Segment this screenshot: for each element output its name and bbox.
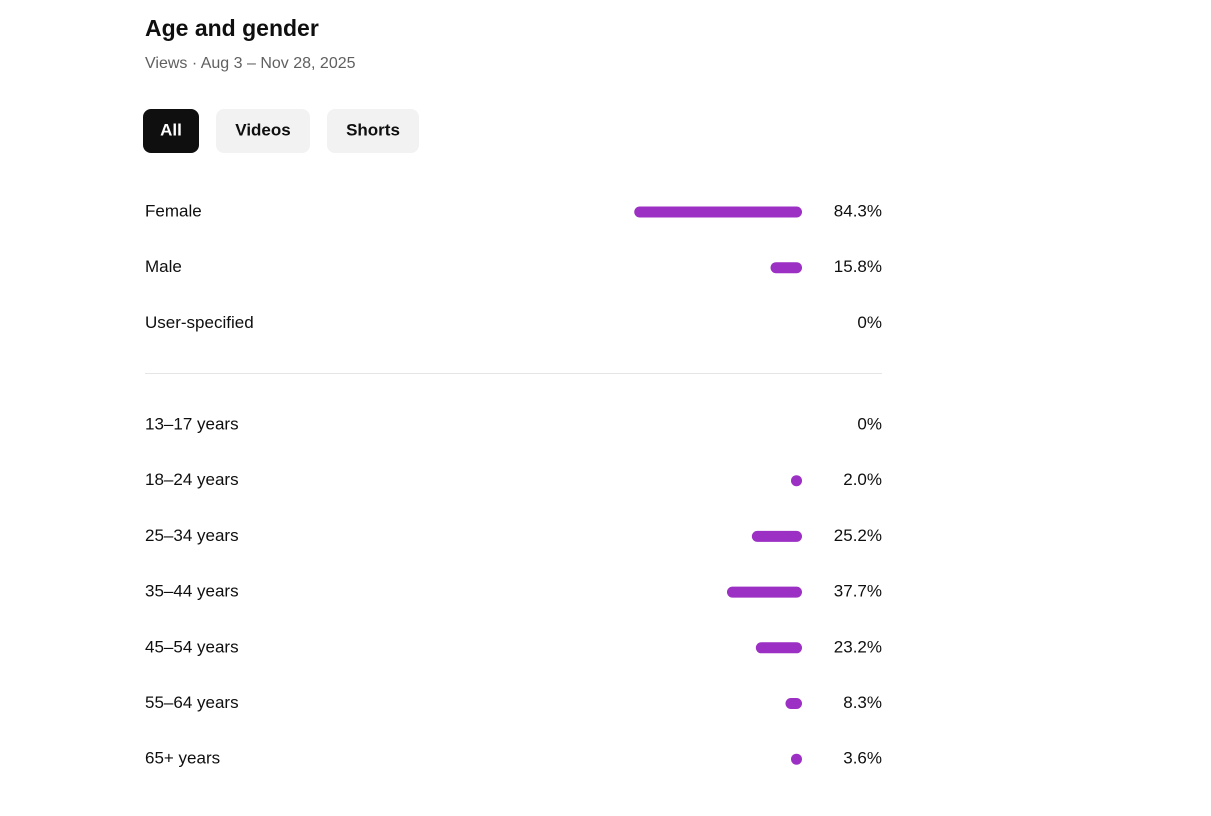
filter-tab[interactable] bbox=[143, 109, 199, 153]
filter-tab-label[interactable]: Shorts bbox=[346, 120, 400, 139]
value-label: 0% bbox=[857, 414, 882, 433]
bar bbox=[751, 530, 802, 542]
card-title: Age and gender bbox=[145, 15, 319, 41]
row-label: 35–44 years bbox=[145, 582, 239, 601]
filter-tab-label[interactable]: All bbox=[160, 120, 182, 139]
value-label: 2.0% bbox=[843, 470, 882, 489]
value-label: 8.3% bbox=[843, 693, 882, 712]
row-label: Female bbox=[145, 201, 202, 220]
filter-tab[interactable] bbox=[216, 109, 310, 153]
row-label: 25–34 years bbox=[145, 526, 239, 545]
bar bbox=[791, 753, 802, 765]
row-label: User-specified bbox=[145, 313, 254, 332]
row-label: 18–24 years bbox=[145, 470, 239, 489]
row-label: 45–54 years bbox=[145, 637, 239, 656]
bar bbox=[791, 475, 802, 487]
value-label: 3.6% bbox=[843, 749, 882, 768]
bar bbox=[726, 586, 802, 598]
bar bbox=[785, 698, 802, 709]
value-label: 84.3% bbox=[834, 201, 882, 220]
value-label: 23.2% bbox=[834, 637, 882, 656]
filter-tab-label[interactable]: Videos bbox=[235, 120, 290, 139]
value-label: 37.7% bbox=[834, 582, 882, 601]
bar bbox=[634, 206, 802, 218]
row-label: 65+ years bbox=[145, 749, 220, 768]
value-label: 25.2% bbox=[834, 526, 882, 545]
row-label: 55–64 years bbox=[145, 693, 239, 712]
row-label: 13–17 years bbox=[145, 414, 239, 433]
filter-tab[interactable] bbox=[327, 109, 419, 153]
bar bbox=[770, 262, 802, 274]
card-subtitle: Views · Aug 3 – Nov 28, 2025 bbox=[145, 55, 356, 72]
row-label: Male bbox=[145, 257, 182, 276]
value-label: 0% bbox=[857, 313, 882, 332]
bar bbox=[755, 642, 802, 654]
value-label: 15.8% bbox=[834, 257, 882, 276]
